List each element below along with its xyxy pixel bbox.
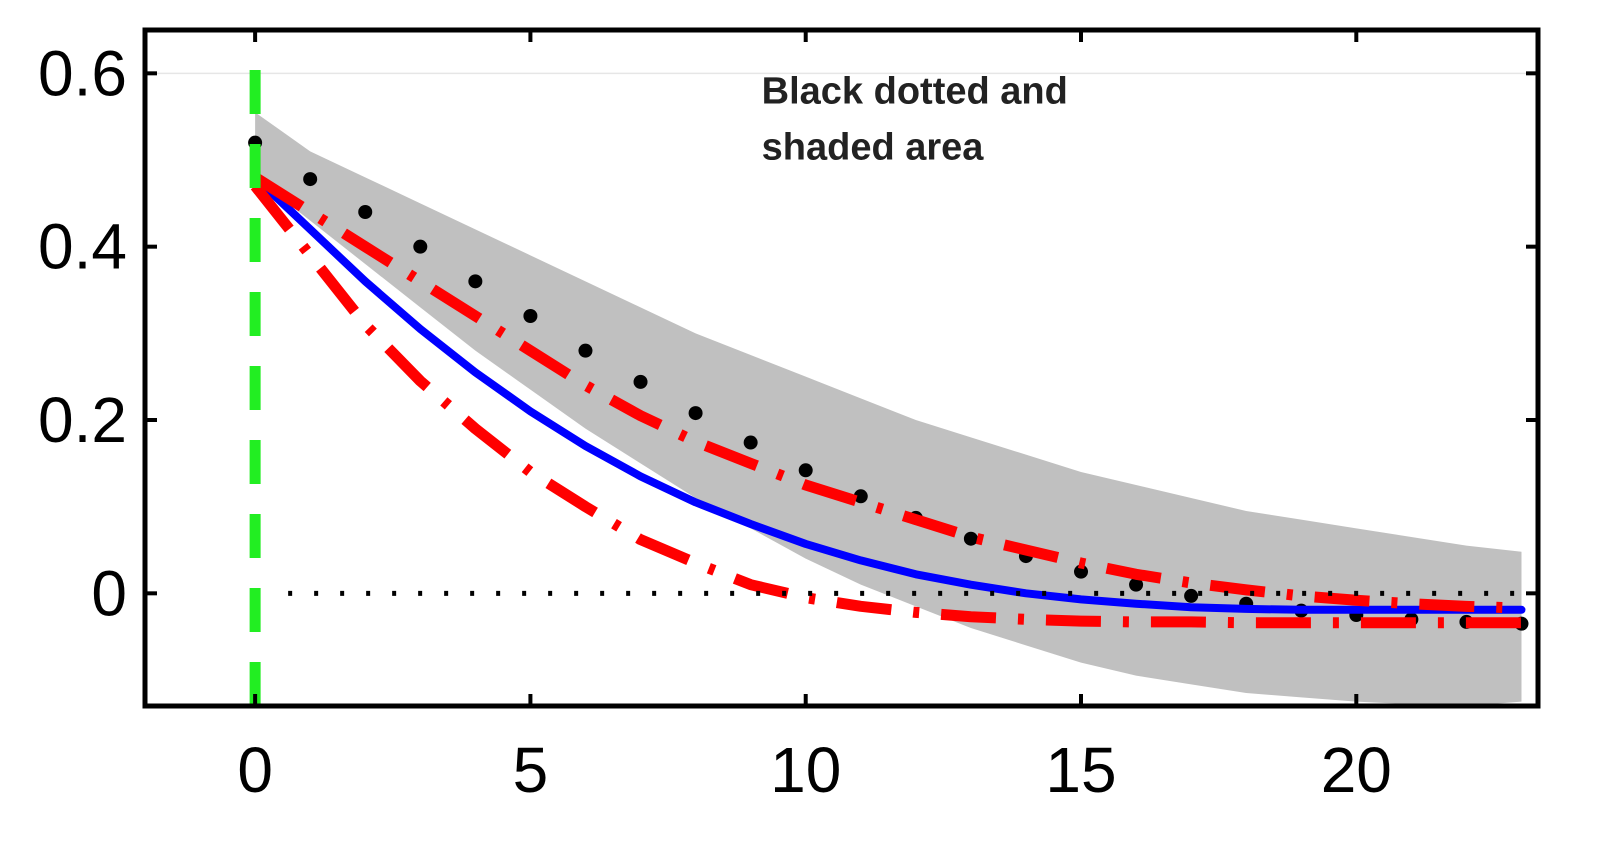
y-tick-label: 0 <box>91 557 127 629</box>
dot-point <box>303 172 318 187</box>
x-tick-label: 15 <box>1045 734 1116 806</box>
x-tick-label: 5 <box>513 734 549 806</box>
dot-point <box>578 343 593 358</box>
dot-point <box>1129 577 1144 592</box>
y-tick-label: 0.2 <box>38 384 127 456</box>
plot-frame <box>142 27 1541 709</box>
dot-point <box>413 239 428 254</box>
x-tick-labels: 0 5 10 15 20 <box>237 734 1392 806</box>
dot-point <box>523 309 538 323</box>
x-tick-label: 10 <box>770 734 841 806</box>
x-tick-label: 20 <box>1321 734 1392 806</box>
x-tick-label: 0 <box>237 734 273 806</box>
series-layer <box>145 56 1538 706</box>
dot-point <box>1074 564 1089 579</box>
y-tick-labels: 0 0.2 0.4 0.6 <box>38 37 127 629</box>
dot-point <box>468 274 483 289</box>
dot-point <box>358 205 373 219</box>
dot-point <box>963 531 978 546</box>
dot-point <box>798 463 813 478</box>
y-tick-label: 0.6 <box>38 37 127 109</box>
y-tick-label: 0.4 <box>38 211 127 283</box>
annotation-line: Black dotted and <box>762 71 1068 113</box>
shaded-band <box>255 112 1522 706</box>
dot-point <box>633 374 648 389</box>
dash-dot-line <box>252 172 1522 614</box>
dot-point <box>743 435 758 450</box>
annotation-layer: Black dotted and shaded area <box>762 71 1068 169</box>
dot-point <box>688 406 703 421</box>
tick-layer <box>145 30 1538 706</box>
dot-point <box>853 489 868 504</box>
annotation-text: Black dotted and shaded area <box>762 71 1068 169</box>
annotation-line: shaded area <box>762 127 985 169</box>
plot-area <box>145 56 1538 706</box>
dot-point <box>1184 588 1199 603</box>
solid-line <box>251 173 1526 614</box>
dash-dot-line <box>250 182 1522 629</box>
